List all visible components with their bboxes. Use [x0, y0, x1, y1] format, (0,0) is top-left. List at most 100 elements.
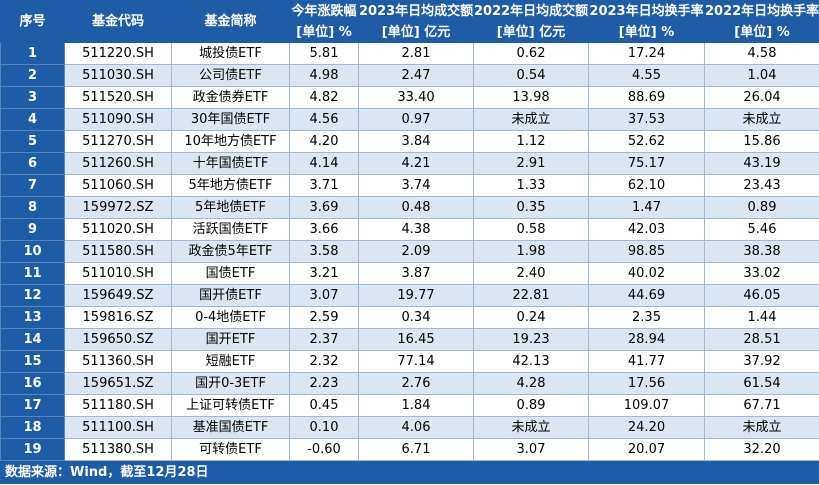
cell-2023-turnover-amount: 3.87 [358, 262, 474, 285]
cell-2023-turnover-amount: 4.21 [358, 152, 474, 175]
cell-2023-turnover-amount: 0.97 [358, 108, 474, 131]
cell-code: 159649.SZ [64, 284, 172, 307]
cell-code: 511270.SH [64, 130, 172, 153]
cell-index: 10 [0, 240, 65, 263]
cell-code: 511380.SH [64, 438, 172, 461]
unit-ytd-change: [单位] % [289, 21, 359, 43]
cell-index: 12 [0, 284, 65, 307]
cell-2023-turnover-amount: 77.14 [358, 350, 474, 373]
cell-2023-turnover-amount: 16.45 [358, 328, 474, 351]
cell-name: 5年地债ETF [171, 196, 290, 219]
cell-2023-turnover-amount: 0.34 [358, 306, 474, 329]
table-row: 17 511180.SH 上证可转债ETF 0.45 1.84 0.89 109.07 67.… [0, 394, 819, 417]
cell-name: 十年国债ETF [171, 152, 290, 175]
table-row: 5 511270.SH 10年地方债ETF 4.20 3.84 1.12 52.62 15.8… [0, 130, 819, 153]
unit-2023-turnover-amount: [单位] 亿元 [358, 21, 474, 43]
cell-ytd-change: 0.10 [289, 416, 359, 439]
cell-index: 13 [0, 306, 65, 329]
cell-code: 159816.SZ [64, 306, 172, 329]
table-row: 2 511030.SH 公司债ETF 4.98 2.47 0.54 4.55 1.04 [0, 64, 819, 87]
cell-2022-turnover-rate: 38.38 [704, 240, 819, 263]
cell-code: 511010.SH [64, 262, 172, 285]
cell-name: 国开债ETF [171, 284, 290, 307]
cell-index: 19 [0, 438, 65, 461]
cell-2022-turnover-rate: 46.05 [704, 284, 819, 307]
header-index: 序号 [0, 0, 65, 43]
cell-2022-turnover-rate: 未成立 [704, 416, 819, 439]
table-row: 19 511380.SH 可转债ETF -0.60 6.71 3.07 20.07 32.20 [0, 438, 819, 461]
cell-code: 159650.SZ [64, 328, 172, 351]
cell-name: 活跃国债ETF [171, 218, 290, 241]
cell-index: 14 [0, 328, 65, 351]
header-code: 基金代码 [64, 0, 172, 43]
cell-2022-turnover-rate: 5.46 [704, 218, 819, 241]
cell-2022-turnover-amount: 2.91 [473, 152, 589, 175]
cell-2023-turnover-rate: 88.69 [588, 86, 705, 109]
cell-ytd-change: 0.45 [289, 394, 359, 417]
cell-2023-turnover-amount: 3.84 [358, 130, 474, 153]
cell-2022-turnover-rate: 0.89 [704, 196, 819, 219]
cell-ytd-change: 3.66 [289, 218, 359, 241]
cell-name: 0-4地债ETF [171, 306, 290, 329]
table-header: 序号 基金代码 基金简称 今年涨跌幅 2023年日均成交额 2022年日均成交额… [0, 0, 819, 43]
cell-index: 15 [0, 350, 65, 373]
cell-2022-turnover-rate: 32.20 [704, 438, 819, 461]
cell-2023-turnover-rate: 42.03 [588, 218, 705, 241]
table-row: 8 159972.SZ 5年地债ETF 3.69 0.48 0.35 1.47 0.89 [0, 196, 819, 219]
cell-2023-turnover-rate: 4.55 [588, 64, 705, 87]
cell-2022-turnover-rate: 1.44 [704, 306, 819, 329]
cell-2022-turnover-amount: 0.24 [473, 306, 589, 329]
cell-name: 10年地方债ETF [171, 130, 290, 153]
table-row: 3 511520.SH 政金债券ETF 4.82 33.40 13.98 88.69 26.0… [0, 86, 819, 109]
cell-2022-turnover-rate: 23.43 [704, 174, 819, 197]
cell-2023-turnover-amount: 0.48 [358, 196, 474, 219]
cell-name: 国债ETF [171, 262, 290, 285]
table-row: 6 511260.SH 十年国债ETF 4.14 4.21 2.91 75.17 43.19 [0, 152, 819, 175]
cell-2023-turnover-amount: 2.76 [358, 372, 474, 395]
cell-2023-turnover-amount: 6.71 [358, 438, 474, 461]
table-row: 1 511220.SH 城投债ETF 5.81 2.81 0.62 17.24 4.58 [0, 42, 819, 65]
cell-2023-turnover-rate: 109.07 [588, 394, 705, 417]
cell-index: 18 [0, 416, 65, 439]
cell-2022-turnover-rate: 28.51 [704, 328, 819, 351]
cell-index: 9 [0, 218, 65, 241]
cell-code: 159651.SZ [64, 372, 172, 395]
cell-ytd-change: 4.20 [289, 130, 359, 153]
cell-name: 上证可转债ETF [171, 394, 290, 417]
cell-name: 政金债5年ETF [171, 240, 290, 263]
cell-name: 可转债ETF [171, 438, 290, 461]
cell-ytd-change: 3.07 [289, 284, 359, 307]
cell-2023-turnover-amount: 1.84 [358, 394, 474, 417]
table-row: 12 159649.SZ 国开债ETF 3.07 19.77 22.81 44.69 46.0… [0, 284, 819, 307]
cell-2023-turnover-rate: 37.53 [588, 108, 705, 131]
cell-ytd-change: 2.59 [289, 306, 359, 329]
cell-2022-turnover-amount: 1.33 [473, 174, 589, 197]
cell-2023-turnover-rate: 52.62 [588, 130, 705, 153]
cell-2022-turnover-rate: 67.71 [704, 394, 819, 417]
cell-2022-turnover-amount: 0.62 [473, 42, 589, 65]
cell-ytd-change: 4.56 [289, 108, 359, 131]
cell-name: 5年地方债ETF [171, 174, 290, 197]
cell-2023-turnover-rate: 2.35 [588, 306, 705, 329]
cell-name: 政金债券ETF [171, 86, 290, 109]
cell-2022-turnover-rate: 33.02 [704, 262, 819, 285]
cell-2023-turnover-rate: 17.24 [588, 42, 705, 65]
cell-2022-turnover-amount: 0.54 [473, 64, 589, 87]
cell-2023-turnover-amount: 3.74 [358, 174, 474, 197]
cell-index: 6 [0, 152, 65, 175]
header-2023-turnover-amount: 2023年日均成交额 [358, 0, 474, 22]
cell-2023-turnover-rate: 28.94 [588, 328, 705, 351]
cell-2022-turnover-rate: 26.04 [704, 86, 819, 109]
cell-code: 511260.SH [64, 152, 172, 175]
cell-index: 8 [0, 196, 65, 219]
cell-2023-turnover-amount: 4.06 [358, 416, 474, 439]
cell-code: 511060.SH [64, 174, 172, 197]
table-row: 11 511010.SH 国债ETF 3.21 3.87 2.40 40.02 33.02 [0, 262, 819, 285]
table-row: 18 511100.SH 基准国债ETF 0.10 4.06 未成立 24.20 未成立 [0, 416, 819, 439]
unit-2023-turnover-rate: [单位] % [588, 21, 705, 43]
header-2023-turnover-rate: 2023年日均换手率 [588, 0, 705, 22]
cell-code: 511180.SH [64, 394, 172, 417]
cell-name: 30年国债ETF [171, 108, 290, 131]
cell-code: 511520.SH [64, 86, 172, 109]
cell-ytd-change: 4.98 [289, 64, 359, 87]
